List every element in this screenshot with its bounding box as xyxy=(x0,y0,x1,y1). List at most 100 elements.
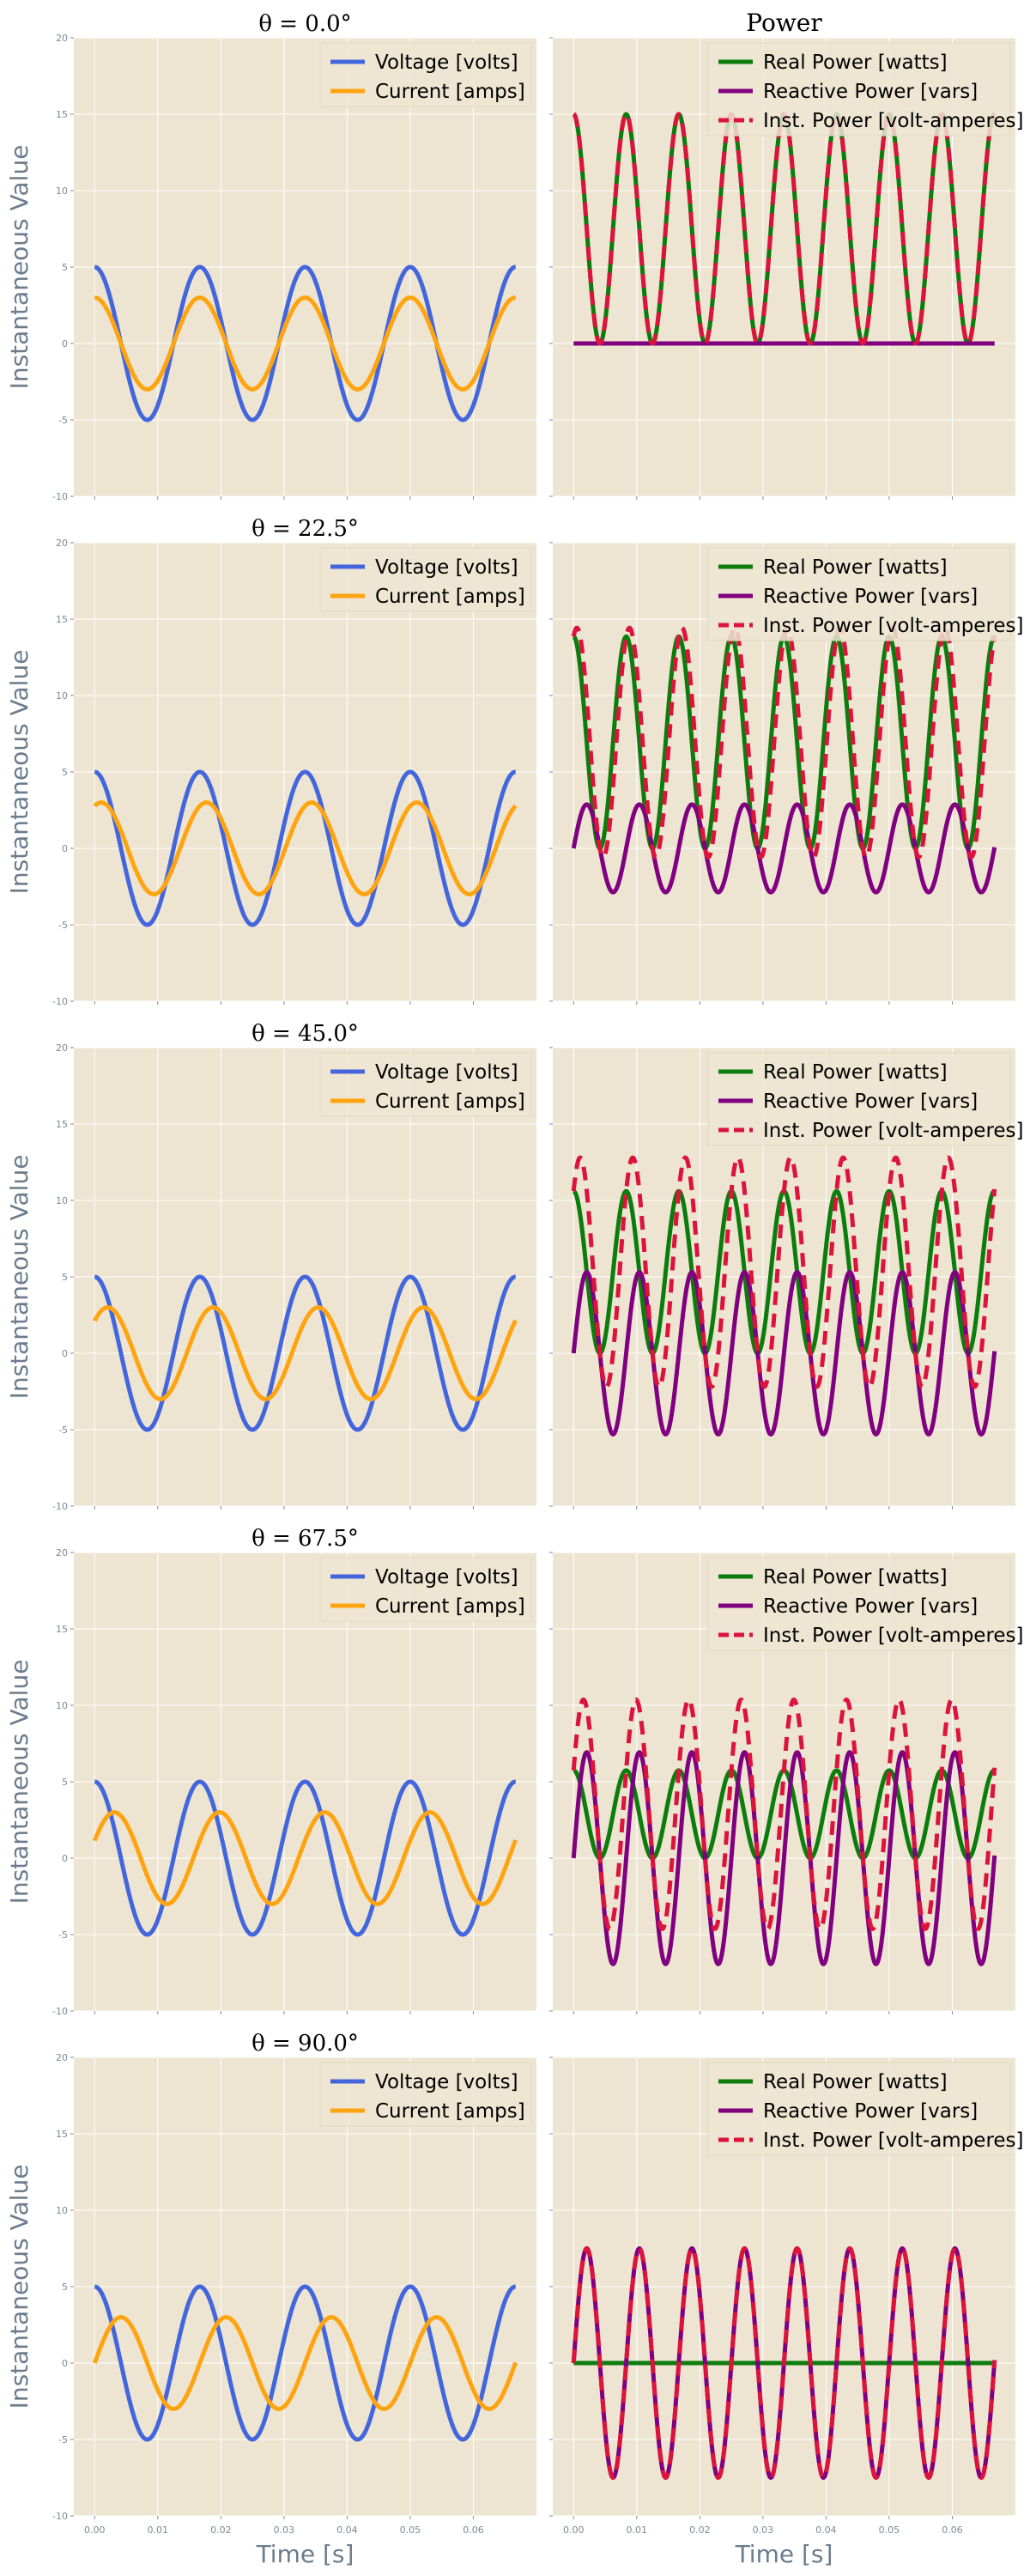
series-inst-power xyxy=(571,1697,997,1931)
xtick-label: 0.05 xyxy=(400,2524,421,2536)
subplot-1-power: Power Real Power [watts] Reactive Power [v… xyxy=(549,9,1024,500)
subplot-title: θ = 45.0° xyxy=(251,1021,359,1047)
xtick-label: 0.02 xyxy=(210,2524,232,2536)
series-reactive-power xyxy=(571,1270,997,1437)
legend-label: Current [amps] xyxy=(375,1595,525,1618)
series-reactive-power xyxy=(571,802,997,895)
series-voltage xyxy=(93,1274,518,1432)
legend-label: Inst. Power [volt-amperes] xyxy=(763,110,1024,132)
series-current xyxy=(93,800,518,896)
legend-box xyxy=(707,547,1011,641)
subplot-title: θ = 22.5° xyxy=(251,516,359,542)
legend-label: Real Power [watts] xyxy=(763,556,948,579)
subplot-1-waveforms: -10 -5 0 5 10 15 20 Instantaneous Value θ = 0.0°… xyxy=(5,11,536,502)
series-inst-power xyxy=(571,2246,997,2480)
legend-label: Inst. Power [volt-amperes] xyxy=(763,1120,1024,1142)
subplot-title: θ = 67.5° xyxy=(251,1526,359,1552)
legend-label: Inst. Power [volt-amperes] xyxy=(763,1625,1024,1647)
subplot-title: θ = 90.0° xyxy=(251,2031,359,2057)
ytick-label: 5 xyxy=(62,1272,68,1283)
ytick-label: 5 xyxy=(62,262,68,273)
legend-box xyxy=(319,2062,532,2127)
subplot-2-waveforms: -10 -5 0 5 10 15 20 Instantaneous Value θ = 22.5… xyxy=(5,516,536,1007)
ytick-label: 15 xyxy=(56,1624,68,1635)
legend-label: Current [amps] xyxy=(375,2100,525,2123)
xtick-label: 0.06 xyxy=(463,2524,484,2536)
legend-label: Reactive Power [vars] xyxy=(763,2100,978,2123)
ytick-label: 5 xyxy=(62,2281,68,2293)
legend-label: Voltage [volts] xyxy=(375,2071,518,2093)
series-voltage xyxy=(93,264,518,422)
legend-label: Real Power [watts] xyxy=(763,2071,948,2093)
ytick-label: 0 xyxy=(62,338,68,349)
legend-box xyxy=(707,1052,1011,1146)
ytick-label: 20 xyxy=(56,33,68,44)
legend-label: Current [amps] xyxy=(375,586,525,608)
y-axis-label: Instantaneous Value xyxy=(5,650,33,895)
xtick-label: 0.00 xyxy=(563,2524,585,2536)
ytick-label: -5 xyxy=(58,920,68,931)
ytick-label: 20 xyxy=(56,538,68,549)
xtick-label: 0.04 xyxy=(815,2524,837,2536)
subplot-5-waveforms: -10 -5 0 5 10 15 20 Instantaneous Value 0.00 0.01… xyxy=(5,2031,536,2568)
x-axis-label: Time [s] xyxy=(256,2540,354,2568)
subplot-4-power: Real Power [watts] Reactive Power [vars] I… xyxy=(549,1552,1024,2014)
legend-label: Voltage [volts] xyxy=(375,1566,518,1589)
y-axis-label: Instantaneous Value xyxy=(5,145,33,390)
legend-label: Reactive Power [vars] xyxy=(763,1091,978,1113)
legend-label: Inst. Power [volt-amperes] xyxy=(763,615,1024,637)
xtick-label: 0.05 xyxy=(879,2524,900,2536)
subplot-5-power: 0.00 0.01 0.02 0.03 0.04 0.05 0.06 Time [s] Real… xyxy=(549,2057,1024,2568)
ytick-label: 15 xyxy=(56,614,68,625)
xtick-label: 0.03 xyxy=(753,2524,774,2536)
subplot-4-waveforms: -10 -5 0 5 10 15 20 Instantaneous Value θ = 67.5… xyxy=(5,1526,536,2017)
legend-box xyxy=(707,2062,1011,2156)
legend-label: Current [amps] xyxy=(375,1091,525,1113)
ytick-label: 10 xyxy=(56,185,68,197)
subplot-title: θ = 0.0° xyxy=(258,11,351,37)
series-current xyxy=(93,1305,518,1401)
xtick-label: 0.03 xyxy=(274,2524,295,2536)
legend-box xyxy=(707,1557,1011,1651)
xtick-label: 0.01 xyxy=(148,2524,169,2536)
legend-label: Reactive Power [vars] xyxy=(763,81,978,103)
ytick-label: 0 xyxy=(62,1853,68,1864)
legend-label: Voltage [volts] xyxy=(375,1061,518,1084)
legend-label: Real Power [watts] xyxy=(763,52,948,74)
ytick-label: 15 xyxy=(56,109,68,120)
legend-label: Voltage [volts] xyxy=(375,52,518,74)
series-inst-power xyxy=(571,1155,997,1389)
subplot-3-waveforms: -10 -5 0 5 10 15 20 Instantaneous Value θ = 45.0… xyxy=(5,1021,536,1512)
legend-box xyxy=(319,1052,532,1117)
ytick-label: 10 xyxy=(56,1195,68,1206)
ytick-label: -5 xyxy=(58,1425,68,1436)
ytick-label: 15 xyxy=(56,2129,68,2140)
ytick-label: -5 xyxy=(58,2434,68,2445)
ytick-label: 5 xyxy=(62,767,68,778)
ytick-label: -10 xyxy=(52,491,68,502)
xtick-label: 0.01 xyxy=(627,2524,648,2536)
series-current xyxy=(93,295,518,392)
series-current xyxy=(92,2315,518,2411)
ytick-label: 5 xyxy=(62,1777,68,1788)
legend-box xyxy=(319,547,532,612)
xtick-label: 0.06 xyxy=(942,2524,963,2536)
ytick-label: 0 xyxy=(62,2358,68,2369)
subplot-3-power: Real Power [watts] Reactive Power [vars] I… xyxy=(549,1047,1024,1510)
xtick-label: 0.04 xyxy=(336,2524,358,2536)
ytick-label: 20 xyxy=(56,1547,68,1558)
ytick-label: 15 xyxy=(56,1119,68,1130)
x-axis-label: Time [s] xyxy=(735,2540,833,2568)
legend-label: Real Power [watts] xyxy=(763,1566,948,1589)
y-axis-label: Instantaneous Value xyxy=(5,1155,33,1400)
ytick-label: -10 xyxy=(52,2006,68,2017)
legend-label: Reactive Power [vars] xyxy=(763,586,978,608)
y-axis-label: Instantaneous Value xyxy=(5,1660,33,1905)
legend-label: Inst. Power [volt-amperes] xyxy=(763,2129,1024,2152)
ytick-label: -10 xyxy=(52,1501,68,1512)
legend-label: Current [amps] xyxy=(375,81,525,103)
xtick-label: 0.02 xyxy=(689,2524,711,2536)
subplot-2-power: Real Power [watts] Reactive Power [vars] I… xyxy=(549,542,1024,1005)
legend-label: Voltage [volts] xyxy=(375,556,518,579)
